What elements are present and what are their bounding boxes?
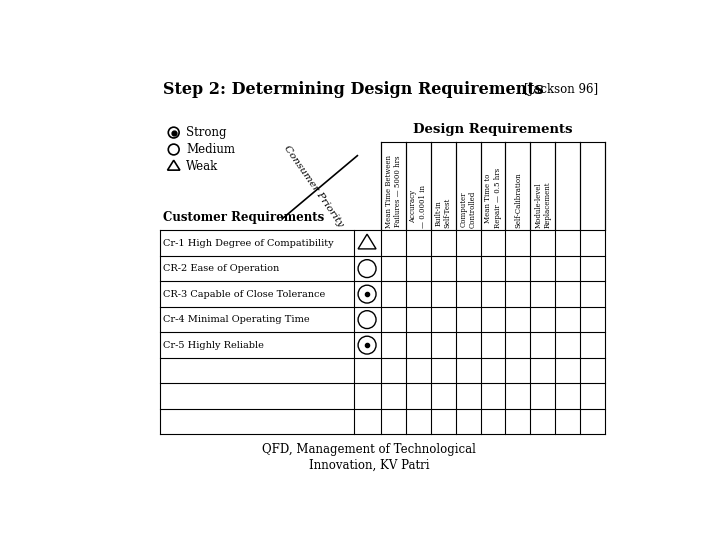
Circle shape (168, 127, 179, 138)
Circle shape (358, 336, 376, 354)
Text: Cr-5 Highly Reliable: Cr-5 Highly Reliable (163, 341, 264, 349)
Text: Design Requirements: Design Requirements (413, 123, 572, 136)
Text: CR-2 Ease of Operation: CR-2 Ease of Operation (163, 264, 279, 273)
Text: Customer Requirements: Customer Requirements (163, 211, 324, 224)
Circle shape (358, 260, 376, 278)
Text: Consumer Priority: Consumer Priority (282, 144, 345, 229)
Text: Cr-1 High Degree of Compatibility: Cr-1 High Degree of Compatibility (163, 239, 333, 248)
Text: Weak: Weak (186, 160, 218, 173)
Text: Built-in
Self-Test: Built-in Self-Test (434, 198, 451, 228)
Text: Mean Time to
Repair — 0.5 hrs: Mean Time to Repair — 0.5 hrs (485, 168, 502, 228)
Text: CR-3 Capable of Close Tolerance: CR-3 Capable of Close Tolerance (163, 289, 325, 299)
Circle shape (358, 285, 376, 303)
Text: Self-Calibration: Self-Calibration (514, 172, 522, 228)
Text: QFD, Management of Technological
Innovation, KV Patri: QFD, Management of Technological Innovat… (262, 443, 476, 471)
Text: Cr-4 Minimal Operating Time: Cr-4 Minimal Operating Time (163, 315, 310, 324)
Text: Step 2: Determining Design Requirements: Step 2: Determining Design Requirements (163, 81, 544, 98)
Text: Strong: Strong (186, 126, 227, 139)
Text: Mean Time Between
Failures — 5000 hrs: Mean Time Between Failures — 5000 hrs (384, 155, 402, 228)
Text: Accuracy
— 0.0001 in: Accuracy — 0.0001 in (410, 185, 427, 228)
Text: Computer
Controlled: Computer Controlled (459, 191, 477, 228)
Text: Module-level
Replacement: Module-level Replacement (534, 181, 552, 228)
Circle shape (168, 144, 179, 155)
Circle shape (358, 310, 376, 328)
Text: Medium: Medium (186, 143, 235, 156)
Text: [Jackson 96]: [Jackson 96] (524, 83, 598, 96)
